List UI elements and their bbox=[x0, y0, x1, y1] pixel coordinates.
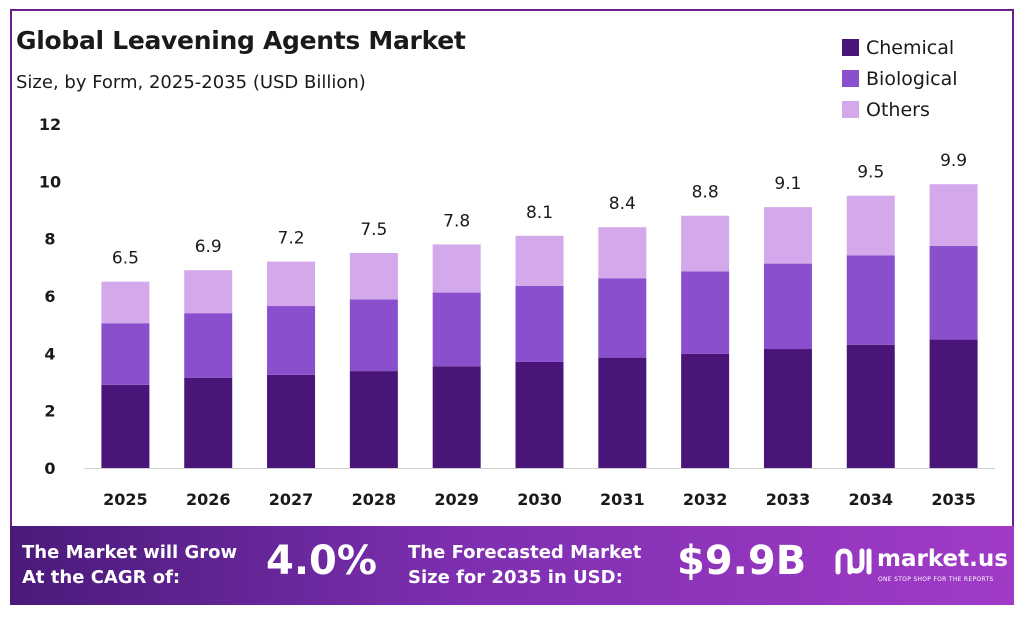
bar-chemical-2027 bbox=[267, 374, 316, 468]
x-tick-label-2034: 2034 bbox=[849, 490, 894, 509]
x-tick-label-2027: 2027 bbox=[269, 490, 314, 509]
total-label-2033: 9.1 bbox=[774, 174, 801, 194]
bar-biological-2033 bbox=[763, 263, 812, 350]
x-tick-label-2026: 2026 bbox=[186, 490, 231, 509]
total-label-2030: 8.1 bbox=[526, 203, 553, 223]
bar-others-2035 bbox=[929, 184, 978, 246]
bar-chemical-2035 bbox=[929, 339, 978, 468]
cagr-value: 4.0% bbox=[266, 538, 377, 584]
forecast-label: The Forecasted Market Size for 2035 in U… bbox=[408, 540, 641, 590]
bar-others-2031 bbox=[598, 227, 647, 279]
bar-chemical-2031 bbox=[598, 357, 647, 468]
bar-biological-2029 bbox=[432, 292, 481, 367]
bar-biological-2026 bbox=[184, 313, 233, 378]
bar-biological-2034 bbox=[846, 255, 895, 345]
bar-others-2033 bbox=[763, 207, 812, 264]
bar-chemical-2033 bbox=[763, 349, 812, 468]
legend-label-chemical: Chemical bbox=[866, 36, 955, 59]
brand-name: market.us bbox=[877, 546, 1008, 572]
total-label-2029: 7.8 bbox=[443, 211, 470, 231]
bar-others-2034 bbox=[846, 195, 895, 256]
legend-swatch-biological bbox=[842, 70, 859, 87]
market-us-logo-icon bbox=[835, 548, 872, 575]
bar-others-2025 bbox=[101, 281, 150, 324]
chart-subtitle: Size, by Form, 2025-2035 (USD Billion) bbox=[16, 72, 366, 93]
y-tick-label: 10 bbox=[39, 172, 61, 191]
total-label-2032: 8.8 bbox=[692, 183, 719, 203]
bar-chemical-2025 bbox=[101, 384, 150, 468]
bar-others-2029 bbox=[432, 244, 481, 293]
x-tick-label-2030: 2030 bbox=[517, 490, 562, 509]
legend-label-biological: Biological bbox=[866, 67, 958, 90]
bar-chemical-2028 bbox=[349, 371, 398, 468]
brand-tagline: ONE STOP SHOP FOR THE REPORTS bbox=[878, 576, 994, 583]
y-tick-label: 8 bbox=[44, 230, 55, 249]
bar-biological-2032 bbox=[681, 271, 730, 354]
bar-biological-2025 bbox=[101, 323, 150, 385]
total-label-2035: 9.9 bbox=[940, 151, 967, 171]
bar-biological-2031 bbox=[598, 278, 647, 358]
y-tick-label: 12 bbox=[39, 115, 61, 134]
legend-label-others: Others bbox=[866, 98, 930, 121]
total-label-2028: 7.5 bbox=[360, 220, 387, 240]
legend-swatch-others bbox=[842, 101, 859, 118]
bar-chemical-2032 bbox=[681, 353, 730, 468]
total-label-2034: 9.5 bbox=[857, 163, 884, 183]
legend-item-biological: Biological bbox=[842, 63, 958, 94]
bar-others-2028 bbox=[349, 253, 398, 300]
bar-chemical-2030 bbox=[515, 361, 564, 468]
legend-item-others: Others bbox=[842, 94, 958, 125]
total-label-2026: 6.9 bbox=[195, 237, 222, 257]
forecast-label-line1: The Forecasted Market bbox=[408, 542, 642, 563]
cagr-label-line2: At the CAGR of: bbox=[22, 567, 181, 588]
bar-biological-2027 bbox=[267, 306, 316, 375]
total-label-2031: 8.4 bbox=[609, 194, 636, 214]
bar-others-2026 bbox=[184, 270, 233, 314]
bar-biological-2028 bbox=[349, 299, 398, 372]
cagr-label: The Market will Grow At the CAGR of: bbox=[22, 540, 237, 590]
forecast-label-line2: Size for 2035 in USD: bbox=[408, 567, 623, 588]
bar-chemical-2026 bbox=[184, 377, 233, 468]
x-tick-label-2031: 2031 bbox=[600, 490, 645, 509]
x-tick-label-2025: 2025 bbox=[103, 490, 148, 509]
forecast-value: $9.9B bbox=[677, 538, 807, 584]
legend: Chemical Biological Others bbox=[842, 32, 958, 125]
bar-biological-2030 bbox=[515, 285, 564, 362]
y-tick-label: 6 bbox=[44, 287, 55, 306]
bar-biological-2035 bbox=[929, 245, 978, 340]
footer-banner: The Market will Grow At the CAGR of: 4.0… bbox=[10, 526, 1014, 605]
x-tick-label-2029: 2029 bbox=[434, 490, 479, 509]
bar-others-2032 bbox=[681, 215, 730, 272]
x-tick-label-2035: 2035 bbox=[931, 490, 976, 509]
bar-chemical-2034 bbox=[846, 344, 895, 468]
x-tick-label-2028: 2028 bbox=[352, 490, 397, 509]
y-tick-label: 4 bbox=[44, 344, 55, 363]
cagr-label-line1: The Market will Grow bbox=[22, 542, 238, 563]
bar-chemical-2029 bbox=[432, 366, 481, 468]
total-label-2027: 7.2 bbox=[278, 229, 305, 249]
bar-others-2030 bbox=[515, 235, 564, 286]
y-tick-label: 2 bbox=[44, 402, 55, 421]
x-tick-label-2032: 2032 bbox=[683, 490, 728, 509]
legend-item-chemical: Chemical bbox=[842, 32, 958, 63]
x-tick-label-2033: 2033 bbox=[766, 490, 811, 509]
bar-others-2027 bbox=[267, 261, 316, 307]
y-tick-label: 0 bbox=[44, 459, 55, 478]
total-label-2025: 6.5 bbox=[112, 249, 139, 269]
legend-swatch-chemical bbox=[842, 39, 859, 56]
chart-title: Global Leavening Agents Market bbox=[16, 26, 466, 55]
